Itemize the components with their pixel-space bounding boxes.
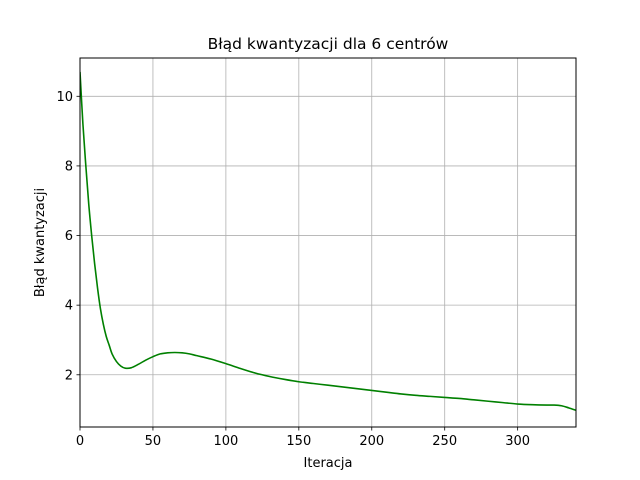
x-tick-label: 200 [359,434,384,449]
x-axis: 0 50 100 150 200 250 300 [76,427,530,449]
y-tick-label: 2 [65,368,73,383]
x-tick-label: 50 [145,434,162,449]
y-tick-label: 10 [56,90,73,105]
x-tick-label: 100 [213,434,238,449]
y-axis-label: Błąd kwantyzacji [33,188,48,297]
x-tick-label: 150 [286,434,311,449]
plot-area [80,71,576,412]
y-tick-label: 6 [65,229,73,244]
plot-frame [79,57,577,428]
y-tick-label: 4 [65,299,73,314]
x-tick-label: 250 [432,434,457,449]
y-axis: 2 4 6 8 10 [56,90,80,383]
x-tick-label: 300 [505,434,530,449]
x-axis-label: Iteracja [304,456,353,471]
x-tick-label: 0 [76,434,84,449]
grid-lines [79,58,576,427]
chart-title: Błąd kwantyzacji dla 6 centrów [208,35,449,53]
series-line [80,71,576,412]
y-tick-label: 8 [65,159,73,174]
